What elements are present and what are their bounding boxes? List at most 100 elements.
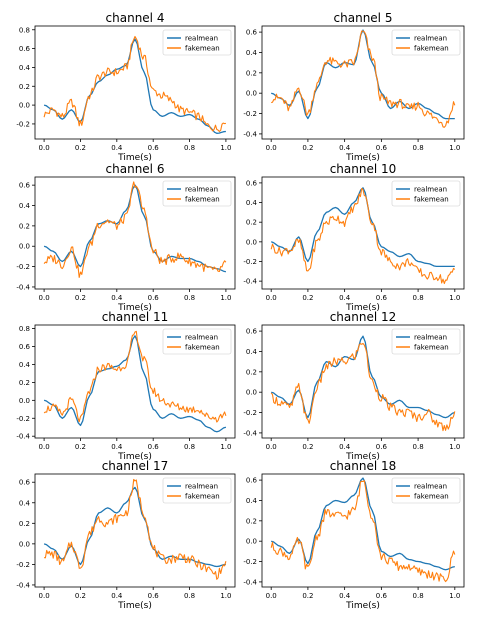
axes-frame [261,473,465,588]
subplot-channel-6: channel 6 0.0 0.2 0.4 0.6 0.8 1.0 -0.4 -0.2 0.0 0.… [16,162,236,313]
x-tick-label: 0.6 [148,144,160,152]
subplot-title: channel 5 [334,11,393,25]
x-tick-label: 0.6 [148,443,160,451]
y-tick-label: 0.4 [246,497,258,505]
x-tick-label: 1.0 [220,294,231,302]
legend-label-fakemean: fakemean [185,45,220,53]
y-tick-label: -0.2 [16,561,30,569]
x-tick-label: 0.0 [266,294,277,302]
subplot-channel-10: channel 10 0.0 0.2 0.4 0.6 0.8 1.0 -0.4 -0.2 0.0 0… [243,162,465,313]
y-tick-label: -0.2 [243,558,257,566]
x-tick-label: 0.8 [413,592,424,600]
x-tick-label: 0.8 [413,144,424,152]
y-tick-label: -0.4 [243,578,257,586]
subplot-title: channel 12 [330,310,397,324]
y-tick-label: 0.0 [246,389,257,397]
x-tick-label: 0.8 [184,443,195,451]
x-tick-label: 0.0 [39,294,50,302]
x-tick-label: 0.4 [111,443,123,451]
axes-frame [261,324,465,439]
subplot-channel-4: channel 4 0.0 0.2 0.4 0.6 0.8 1.0 -0.2 0.0 0.2 0.4… [16,11,236,163]
y-tick-label: 0.2 [246,69,257,77]
legend-label-fakemean: fakemean [414,344,449,352]
x-tick-label: 0.6 [148,294,160,302]
y-tick-label: 0.0 [19,397,30,405]
legend-label-realmean: realmean [185,186,218,194]
axes-frame [261,25,465,140]
series-line-fakemean [270,480,456,583]
x-tick-label: 0.8 [413,443,424,451]
y-tick-label: 0.0 [246,90,257,98]
legend: realmean fakemean [391,180,461,207]
y-tick-label: 0.4 [246,49,258,57]
x-tick-label: 0.2 [75,443,86,451]
x-tick-label: 0.2 [75,144,86,152]
y-tick-label: 0.6 [19,479,31,487]
y-tick-label: 0.4 [19,64,31,72]
x-tick-label: 0.2 [302,144,313,152]
y-tick-label: 0.4 [246,199,258,207]
series-line-fakemean [43,181,227,278]
x-axis-label: Time(s) [345,303,380,313]
subplot-title: channel 17 [102,459,169,473]
y-tick-label: -0.4 [243,130,257,138]
series-line-fakemean [270,187,456,285]
x-tick-label: 0.6 [148,592,160,600]
x-tick-label: 0.6 [376,443,388,451]
subplot-title: channel 11 [102,310,169,324]
y-tick-label: 0.2 [19,379,30,387]
y-tick-label: 0.2 [246,368,257,376]
x-tick-label: 0.2 [302,443,313,451]
x-tick-label: 1.0 [220,443,231,451]
x-tick-label: 0.4 [111,592,123,600]
series-line-realmean [270,187,455,268]
x-tick-label: 1.0 [449,443,460,451]
legend: realmean fakemean [162,328,232,355]
y-tick-label: 0.0 [246,538,257,546]
subplot-channel-11: channel 11 0.0 0.2 0.4 0.6 0.8 1.0 -0.4 -0.2 0.0 0… [16,310,236,462]
x-tick-label: 0.0 [266,592,277,600]
x-tick-label: 0.4 [111,144,123,152]
x-tick-label: 0.6 [376,592,388,600]
x-tick-label: 0.8 [184,592,195,600]
x-tick-label: 0.0 [266,443,277,451]
legend-label-realmean: realmean [414,334,447,342]
axes-frame [34,176,236,290]
y-tick-label: -0.4 [16,433,30,441]
legend: realmean fakemean [162,477,232,504]
y-tick-label: 0.2 [19,520,30,528]
subplot-channel-12: channel 12 0.0 0.2 0.4 0.6 0.8 1.0 -0.4 -0.2 0.0 0… [243,310,465,462]
y-tick-label: 0.8 [19,26,30,34]
y-tick-label: -0.2 [16,120,30,128]
y-tick-label: -0.4 [243,429,257,437]
x-tick-label: 1.0 [449,294,460,302]
legend: realmean fakemean [391,328,461,355]
x-tick-label: 0.2 [302,294,313,302]
x-tick-label: 0.8 [413,294,424,302]
x-tick-label: 0.2 [75,294,86,302]
series-line-fakemean [43,330,227,423]
subplot-title: channel 10 [330,162,397,176]
x-tick-label: 0.4 [339,144,351,152]
x-tick-label: 0.4 [339,592,351,600]
y-tick-label: -0.4 [243,278,257,286]
y-tick-label: 0.6 [19,45,31,53]
y-tick-label: -0.2 [243,258,257,266]
y-tick-label: 0.6 [19,182,31,190]
x-tick-label: 0.0 [266,144,277,152]
legend: realmean fakemean [391,477,461,504]
subplot-title: channel 6 [106,162,165,176]
y-tick-label: -0.2 [243,409,257,417]
legend: realmean fakemean [162,29,232,56]
subplot-title: channel 18 [330,459,397,473]
legend-label-realmean: realmean [185,35,218,43]
x-axis-label: Time(s) [117,452,152,462]
legend-label-realmean: realmean [185,483,218,491]
legend-label-fakemean: fakemean [185,344,220,352]
y-tick-label: 0.6 [246,29,258,37]
y-tick-label: -0.4 [16,581,30,589]
x-tick-label: 0.4 [339,443,351,451]
y-tick-label: 0.6 [246,328,258,336]
y-tick-label: -0.2 [16,263,30,271]
